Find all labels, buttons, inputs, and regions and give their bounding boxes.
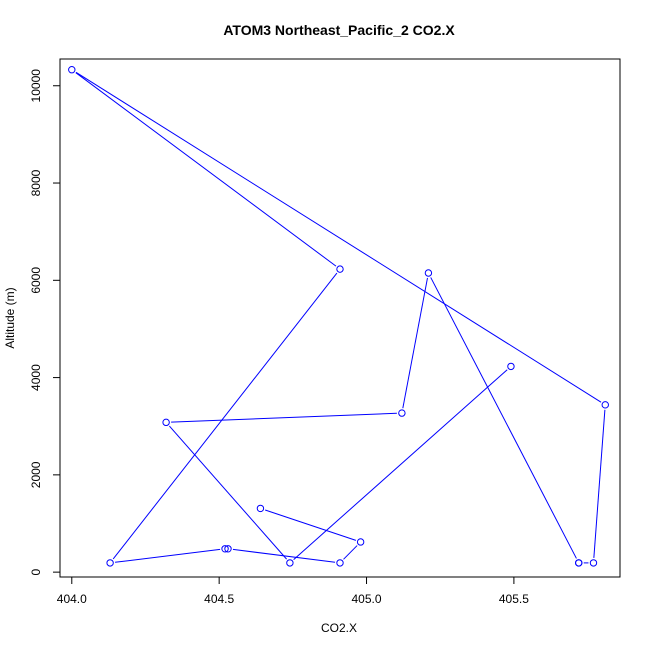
series-line-segment bbox=[75, 72, 337, 267]
plot-points bbox=[68, 66, 609, 567]
y-tick-label: 2000 bbox=[29, 461, 43, 488]
data-point bbox=[601, 401, 609, 409]
plot-frame bbox=[59, 58, 621, 578]
data-point bbox=[68, 66, 76, 74]
chart-title: ATOM3 Northeast_Pacific_2 CO2.X bbox=[223, 22, 455, 38]
series-line-segment bbox=[265, 509, 357, 541]
x-tick-label: 405.5 bbox=[499, 592, 529, 606]
data-point bbox=[286, 559, 294, 567]
series-line-segment bbox=[169, 425, 287, 560]
data-point bbox=[221, 545, 229, 553]
data-point bbox=[356, 538, 365, 546]
y-tick-label: 10000 bbox=[29, 69, 43, 103]
series-line-segment bbox=[293, 369, 508, 560]
data-point bbox=[575, 559, 583, 567]
y-tick-label: 6000 bbox=[29, 267, 43, 294]
series-line-segment bbox=[171, 412, 397, 423]
series-line-segment bbox=[343, 545, 358, 560]
series-line-segment bbox=[402, 277, 428, 409]
data-point bbox=[106, 559, 114, 567]
x-tick-label: 405.0 bbox=[352, 592, 382, 606]
y-axis: 0 2000 4000 6000 8000 10000 bbox=[29, 69, 60, 575]
data-point bbox=[336, 265, 344, 273]
x-tick-label: 404.5 bbox=[204, 592, 234, 606]
data-point bbox=[224, 545, 232, 553]
series-line-segment bbox=[430, 277, 577, 559]
data-point bbox=[336, 559, 344, 567]
series-line-segment bbox=[115, 548, 221, 563]
y-tick-label: 0 bbox=[29, 568, 43, 575]
series-line-segment bbox=[593, 409, 606, 558]
data-point bbox=[589, 559, 598, 567]
y-tick-label: 8000 bbox=[29, 169, 43, 196]
series-line-segment bbox=[112, 272, 338, 560]
data-point bbox=[162, 418, 170, 427]
plot-lines bbox=[75, 71, 606, 564]
x-tick-label: 404.0 bbox=[57, 592, 87, 606]
x-axis: 404.0 404.5 405.0 405.5 bbox=[57, 577, 529, 606]
y-tick-label: 4000 bbox=[29, 364, 43, 391]
data-point bbox=[424, 269, 433, 277]
data-point bbox=[256, 504, 265, 513]
series-line-segment bbox=[75, 71, 602, 403]
data-point bbox=[398, 409, 406, 417]
data-point bbox=[507, 362, 515, 371]
x-axis-label: CO2.X bbox=[321, 621, 357, 635]
y-axis-label: Altitude (m) bbox=[3, 287, 17, 348]
